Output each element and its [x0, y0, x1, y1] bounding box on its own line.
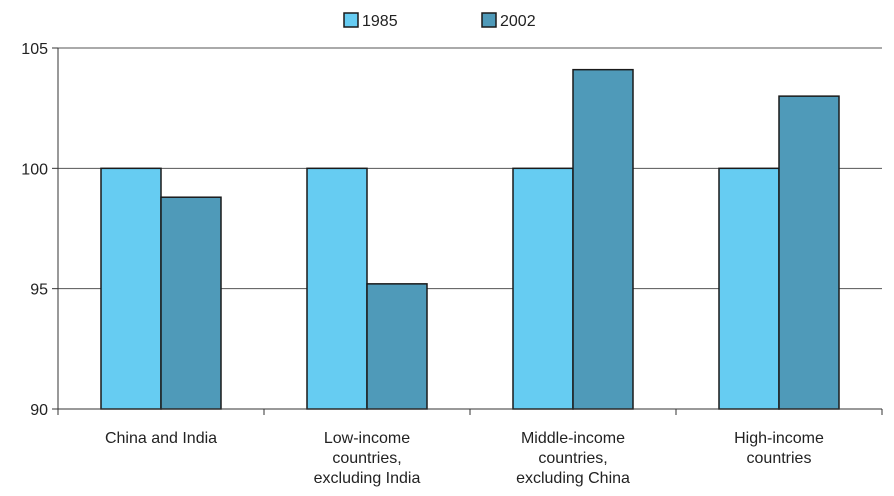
category-label: China and India [105, 430, 217, 447]
bar-2002-3 [778, 95, 840, 410]
category-label: High-income [734, 430, 824, 447]
category-label: Low-income [324, 430, 410, 447]
bar-1985-2 [512, 167, 574, 410]
category-label: Middle-income [521, 430, 625, 447]
bars [100, 68, 840, 410]
bar-1985-1 [306, 167, 368, 410]
y-tick-label: 95 [30, 282, 48, 299]
category-label: excluding India [314, 470, 421, 487]
bar-2002-2 [572, 68, 634, 410]
y-tick-label: 105 [21, 41, 48, 58]
y-tick-label: 100 [21, 161, 48, 178]
legend-swatch-2002 [481, 12, 497, 28]
category-label: countries [747, 450, 812, 467]
bar-1985-0 [100, 167, 162, 410]
axes [57, 48, 883, 415]
legend-label: 2002 [500, 13, 536, 30]
legend-label: 1985 [362, 13, 398, 30]
y-tick-label: 90 [30, 402, 48, 419]
bar-1985-3 [718, 167, 780, 410]
category-label: countries, [332, 450, 401, 467]
legend-swatch-1985 [343, 12, 359, 28]
y-axis-ticks: 90 95 100 105 [21, 41, 58, 419]
x-axis-categories: China and India Low-income countries, exclu… [105, 430, 824, 487]
legend: 1985 2002 [343, 12, 536, 30]
bar-2002-1 [366, 283, 428, 410]
bar-2002-0 [160, 196, 222, 410]
category-label: excluding China [516, 470, 630, 487]
category-label: countries, [538, 450, 607, 467]
